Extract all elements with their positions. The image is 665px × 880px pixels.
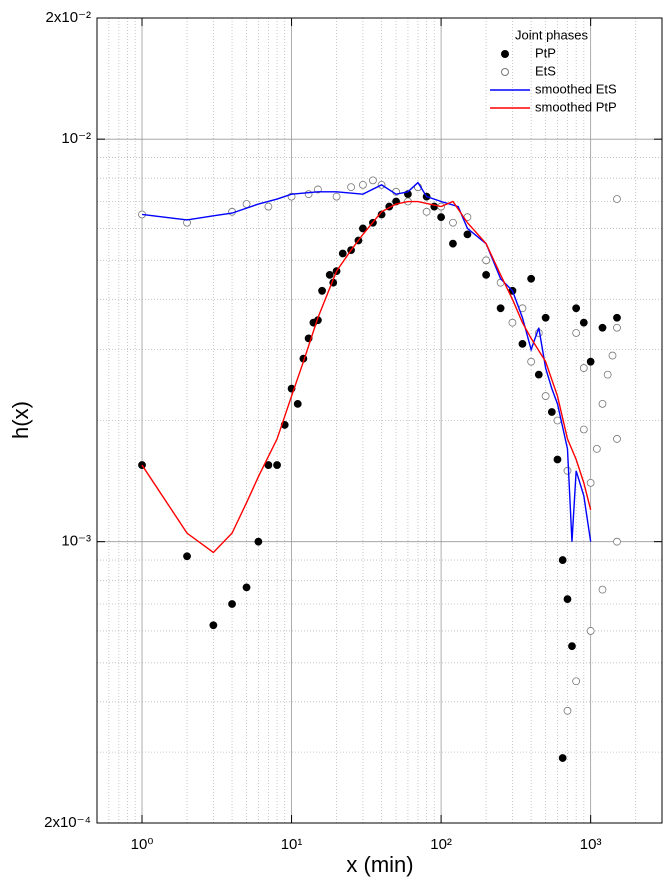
data-point bbox=[264, 202, 273, 211]
data-point bbox=[359, 180, 367, 189]
data-point bbox=[598, 323, 607, 332]
data-point bbox=[586, 357, 595, 366]
x-tick-label: 10¹ bbox=[281, 836, 303, 853]
data-point bbox=[527, 274, 536, 283]
data-point bbox=[318, 286, 326, 295]
legend-label: EtS bbox=[535, 63, 556, 78]
x-axis-label: x (min) bbox=[346, 852, 413, 877]
data-point bbox=[377, 210, 386, 219]
data-point bbox=[482, 271, 491, 279]
data-point bbox=[547, 408, 556, 416]
data-point bbox=[558, 754, 567, 762]
data-point bbox=[598, 399, 607, 408]
data-point bbox=[613, 323, 621, 332]
y-tick-label: 2x10⁻² bbox=[46, 9, 91, 26]
legend: Joint phases PtP EtS smoothed EtS smoothed P… bbox=[490, 27, 617, 114]
data-point bbox=[613, 537, 621, 546]
data-point bbox=[463, 230, 472, 239]
data-point bbox=[563, 706, 572, 715]
data-point bbox=[338, 249, 347, 258]
data-point bbox=[242, 583, 251, 592]
data-point bbox=[603, 370, 612, 379]
data-point bbox=[422, 207, 431, 216]
data-point bbox=[608, 351, 617, 360]
data-point bbox=[613, 313, 621, 322]
data-point bbox=[449, 239, 457, 248]
data-point bbox=[369, 176, 377, 185]
legend-title: Joint phases bbox=[515, 27, 588, 42]
legend-label: smoothed PtP bbox=[535, 99, 617, 114]
plot-frame bbox=[96, 17, 663, 824]
data-point bbox=[482, 256, 491, 265]
data-point bbox=[572, 304, 581, 313]
data-point bbox=[579, 318, 588, 327]
data-point bbox=[325, 271, 334, 279]
data-line bbox=[141, 181, 592, 542]
y-tick-label: 10⁻² bbox=[61, 130, 91, 147]
data-point bbox=[572, 677, 581, 686]
data-point bbox=[613, 195, 621, 203]
data-point bbox=[449, 218, 457, 227]
x-tick-label: 10⁰ bbox=[131, 836, 154, 853]
data-point bbox=[228, 600, 236, 608]
legend-label: smoothed EtS bbox=[535, 81, 617, 96]
legend-marker bbox=[501, 68, 509, 76]
data-point bbox=[359, 224, 367, 233]
y-axis-label: h(x) bbox=[8, 401, 33, 439]
data-point bbox=[534, 370, 543, 379]
data-point bbox=[613, 435, 621, 443]
data-point bbox=[579, 425, 588, 434]
data-point bbox=[586, 478, 595, 487]
data-point bbox=[592, 445, 601, 453]
data-point bbox=[242, 200, 251, 208]
data-point bbox=[273, 461, 281, 469]
data-point bbox=[209, 621, 218, 630]
data-point bbox=[183, 552, 191, 561]
data-point bbox=[568, 642, 576, 651]
data-point bbox=[558, 556, 567, 564]
data-point bbox=[572, 329, 581, 337]
data-point bbox=[518, 339, 527, 348]
data-point bbox=[254, 537, 263, 546]
data-point bbox=[293, 399, 302, 408]
data-point bbox=[563, 466, 572, 475]
data-point bbox=[496, 304, 505, 313]
legend-label: PtP bbox=[535, 45, 556, 60]
y-tick-label: 10⁻³ bbox=[61, 533, 91, 550]
data-point bbox=[508, 318, 517, 327]
data-point bbox=[541, 313, 550, 322]
data-point bbox=[563, 595, 572, 603]
data-point bbox=[527, 357, 536, 366]
data-point bbox=[541, 392, 550, 400]
data-point bbox=[332, 192, 341, 201]
x-tick-label: 10² bbox=[430, 836, 452, 853]
data-line bbox=[141, 200, 592, 554]
legend-marker bbox=[501, 50, 509, 58]
data-point bbox=[347, 183, 355, 192]
data-point bbox=[553, 455, 562, 464]
data-point bbox=[579, 364, 588, 372]
y-tick-label: 2x10⁻⁴ bbox=[44, 814, 91, 831]
data-point bbox=[598, 585, 607, 594]
x-tick-label: 10³ bbox=[580, 836, 602, 853]
data-point bbox=[586, 627, 595, 635]
data-point bbox=[437, 213, 446, 222]
